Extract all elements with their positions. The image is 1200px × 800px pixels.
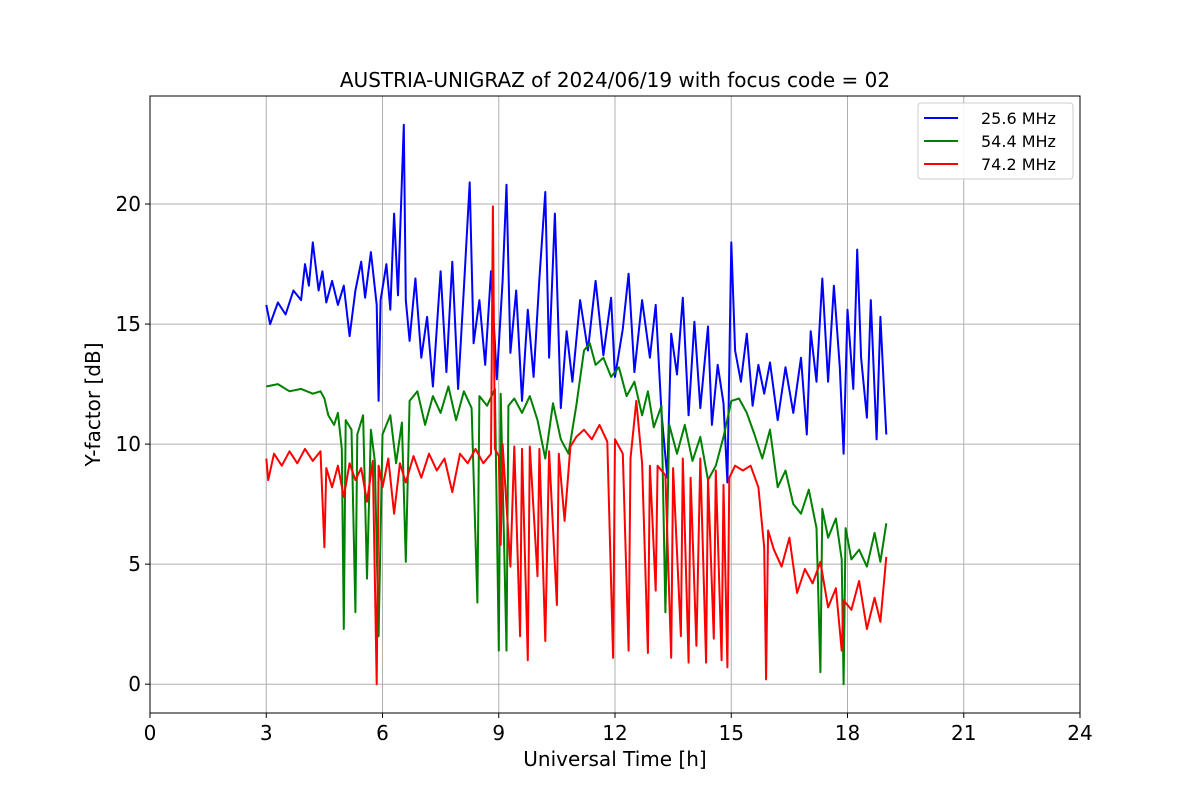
- legend-label-25-6-mhz: 25.6 MHz: [981, 109, 1056, 128]
- series-line-74-2-mhz: [265, 205, 888, 686]
- legend-label-74-2-mhz: 74.2 MHz: [981, 155, 1056, 174]
- y-tick-label: 20: [116, 192, 141, 216]
- x-tick-label: 24: [1067, 721, 1092, 745]
- x-tick-label: 12: [602, 721, 627, 745]
- x-tick-label: 9: [492, 721, 505, 745]
- series-line-54-4-mhz: [266, 342, 888, 686]
- x-tick-label: 18: [835, 721, 860, 745]
- chart-title: AUSTRIA-UNIGRAZ of 2024/06/19 with focus…: [340, 68, 890, 92]
- legend: 25.6 MHz 54.4 MHz 74.2 MHz: [917, 102, 1074, 180]
- x-tick-label: 6: [376, 721, 389, 745]
- legend-label-54-4-mhz: 54.4 MHz: [981, 132, 1056, 151]
- y-tick-label: 15: [116, 312, 141, 336]
- y-tick-label: 5: [128, 552, 141, 576]
- x-tick-label: 3: [260, 721, 273, 745]
- x-tick-label: 21: [951, 721, 976, 745]
- series-group: [265, 123, 888, 686]
- x-tick-label: 0: [144, 721, 157, 745]
- y-axis-label: Y-factor [dB]: [81, 342, 105, 467]
- grid: [149, 96, 1081, 713]
- y-tick-label: 10: [116, 432, 141, 456]
- axis-ticks: 0 3 6 9 12 15 18 21 24 0 5 10 15 20: [116, 192, 1093, 745]
- y-tick-label: 0: [128, 672, 141, 696]
- x-tick-label: 15: [719, 721, 744, 745]
- legend-box: [917, 102, 1074, 180]
- series-line-25-6-mhz: [265, 123, 888, 484]
- x-axis-label: Universal Time [h]: [523, 747, 706, 771]
